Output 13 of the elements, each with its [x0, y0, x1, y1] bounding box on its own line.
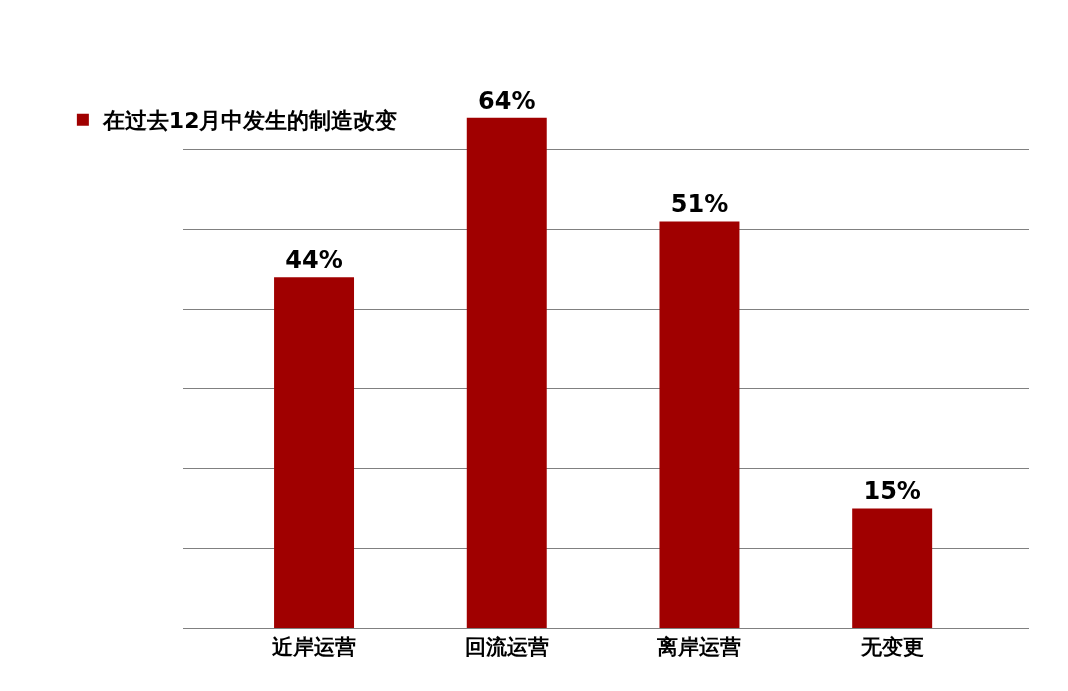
- x-tick-label: 离岸运营: [656, 635, 742, 660]
- x-tick-label: 近岸运营: [271, 635, 357, 660]
- bar: [659, 221, 740, 628]
- bar: [466, 117, 547, 628]
- bar: [274, 277, 355, 628]
- x-tick-label: 回流运营: [464, 635, 549, 660]
- data-label: 44%: [285, 246, 343, 275]
- data-label: 64%: [478, 86, 536, 115]
- data-label: 51%: [670, 190, 729, 219]
- data-label: 15%: [863, 477, 921, 506]
- bar: [852, 508, 933, 628]
- legend-label: 在过去12月中发生的制造改变: [101, 108, 398, 134]
- x-tick-label: 无变更: [859, 635, 924, 660]
